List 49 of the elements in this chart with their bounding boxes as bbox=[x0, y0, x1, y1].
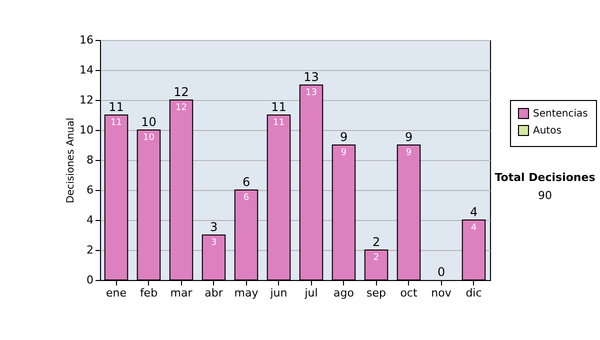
total-label: 6 bbox=[242, 175, 250, 189]
x-tick-label: mar bbox=[170, 286, 193, 300]
x-tick-label: ene bbox=[106, 286, 127, 300]
data-label: 9 bbox=[340, 148, 347, 158]
data-label: 3 bbox=[210, 238, 217, 248]
total-label: 9 bbox=[404, 130, 413, 144]
data-label: 10 bbox=[143, 133, 155, 143]
y-tick-label: 14 bbox=[80, 64, 94, 76]
y-tick-label: 2 bbox=[86, 244, 94, 256]
total-label: 0 bbox=[437, 265, 446, 279]
data-label: 12 bbox=[176, 103, 187, 113]
x-tick-label: may bbox=[234, 286, 259, 300]
x-tick-label: jun bbox=[269, 286, 288, 300]
y-tick-label: 16 bbox=[80, 34, 94, 46]
total-label: 12 bbox=[174, 85, 189, 99]
data-label: 11 bbox=[273, 118, 284, 128]
x-tick-label: jul bbox=[304, 286, 318, 300]
total-label: 13 bbox=[304, 70, 319, 84]
data-label: 2 bbox=[373, 253, 380, 263]
legend-label: Sentencias bbox=[533, 108, 588, 120]
total-label: 10 bbox=[141, 115, 156, 129]
total-label: 9 bbox=[340, 130, 348, 144]
data-label: 4 bbox=[470, 223, 477, 233]
y-axis-title: Decisiones Anual bbox=[66, 118, 77, 204]
x-tick-label: sep bbox=[366, 286, 386, 300]
total-label: 3 bbox=[210, 220, 218, 234]
y-tick-label: 0 bbox=[86, 274, 94, 286]
x-tick-label: abr bbox=[204, 286, 224, 300]
x-tick-label: oct bbox=[400, 286, 418, 300]
data-label: 6 bbox=[243, 193, 250, 203]
legend-label: Autos bbox=[533, 126, 562, 136]
text: 90 bbox=[538, 189, 552, 202]
y-tick-label: 12 bbox=[80, 94, 94, 106]
text: Total Decisiones bbox=[494, 171, 596, 184]
data-label: 11 bbox=[110, 118, 122, 128]
data-label: 13 bbox=[306, 88, 317, 98]
y-tick-label: 8 bbox=[86, 154, 94, 166]
total-label: 4 bbox=[470, 205, 478, 219]
total-label: 11 bbox=[271, 100, 286, 114]
total-label: 2 bbox=[372, 235, 380, 249]
y-tick-label: 10 bbox=[80, 124, 94, 136]
x-tick-label: dic bbox=[466, 286, 482, 300]
data-label: 9 bbox=[406, 148, 412, 158]
y-tick-label: 6 bbox=[86, 184, 94, 196]
x-tick-label: ago bbox=[334, 286, 354, 300]
x-tick-label: nov bbox=[431, 286, 452, 300]
total-label: 11 bbox=[108, 100, 124, 114]
x-tick-label: feb bbox=[140, 286, 158, 300]
y-tick-label: 4 bbox=[86, 214, 94, 226]
